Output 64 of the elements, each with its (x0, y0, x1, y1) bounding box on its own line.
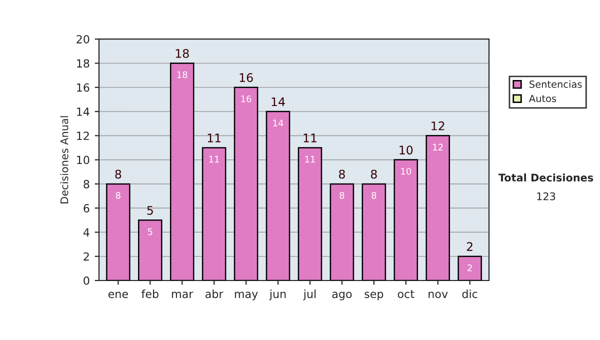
text: 123 (537, 192, 556, 200)
y-tick-label: 10 (77, 156, 90, 164)
data-label: 8 (372, 192, 376, 199)
y-tick-label: 8 (84, 180, 90, 188)
bar (426, 135, 450, 280)
bar (330, 183, 354, 280)
total-label: 14 (272, 97, 285, 106)
x-tick-label: mar (172, 292, 194, 298)
y-axis-title: Decisiones Anual (60, 116, 68, 204)
data-label: 12 (433, 144, 443, 150)
data-label: 16 (241, 95, 252, 102)
y-tick-label: 6 (84, 204, 90, 212)
data-label: 11 (209, 156, 219, 163)
total-label: 18 (176, 49, 189, 58)
data-label: 8 (116, 192, 120, 199)
data-label: 14 (273, 120, 284, 126)
bar (202, 147, 226, 280)
legend-label: Sentencias (530, 80, 582, 88)
x-tick-label: oct (398, 290, 414, 298)
y-tick-label: 0 (84, 276, 90, 285)
bar (106, 183, 130, 280)
x-tick-label: ago (332, 292, 352, 300)
bar (138, 220, 162, 280)
data-label: 18 (177, 71, 188, 78)
total-label: 12 (432, 121, 444, 130)
x-tick-label: feb (142, 290, 158, 298)
x-tick-label: jul (303, 290, 316, 300)
y-tick-label: 14 (77, 108, 90, 116)
x-tick-label: dic (462, 290, 478, 298)
bar (234, 86, 258, 280)
data-label: 5 (148, 228, 152, 236)
legend-label: Autos (528, 94, 556, 102)
bar (298, 147, 322, 280)
y-tick-label: 18 (77, 59, 90, 68)
y-tick-label: 12 (77, 132, 89, 140)
total-label: 11 (304, 134, 316, 142)
y-tick-label: 20 (76, 35, 90, 44)
total-label: 8 (115, 170, 122, 179)
data-label: 10 (401, 168, 412, 175)
y-tick-label: 4 (83, 228, 90, 236)
data-label: 8 (340, 192, 344, 199)
x-tick-label: sep (364, 292, 384, 300)
bar (394, 159, 418, 280)
x-tick-label: nov (428, 292, 448, 298)
total-label: 11 (208, 134, 221, 142)
x-tick-label: abr (206, 290, 224, 298)
y-tick-label: 2 (84, 252, 89, 261)
total-label: 2 (466, 242, 472, 251)
bar (362, 183, 386, 280)
bar (266, 110, 290, 280)
x-tick-label: ene (108, 292, 128, 298)
x-tick-label: may (234, 292, 258, 300)
total-label: 16 (240, 73, 253, 82)
total-label: 5 (147, 206, 153, 215)
y-tick-label: 16 (77, 83, 90, 92)
total-label: 8 (370, 170, 377, 179)
bar (458, 256, 482, 280)
bar (170, 62, 194, 280)
total-label: 8 (338, 170, 345, 179)
text: Total Decisiones (498, 173, 594, 182)
total-label: 10 (400, 146, 413, 154)
data-label: 11 (305, 156, 315, 163)
data-label: 2 (468, 264, 472, 272)
x-tick-label: jun (269, 290, 286, 300)
